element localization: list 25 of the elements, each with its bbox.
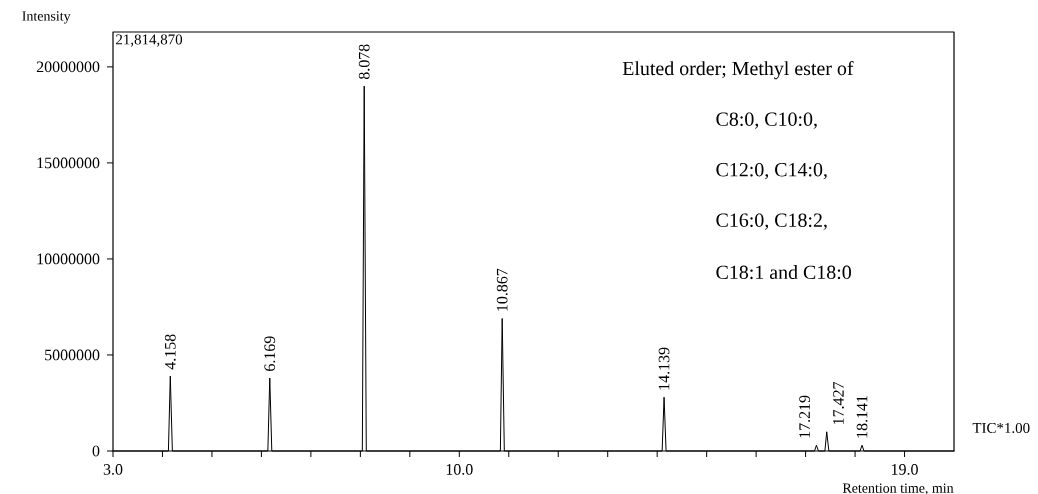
annotation: 10.867 [496, 268, 508, 311]
annotation: 18.141 [856, 395, 868, 438]
annotation: 17.427 [833, 382, 844, 424]
annotation: C8:0, C10:0, [716, 112, 817, 129]
annotation: 17.219 [799, 395, 811, 438]
annotation: C12:0, C14:0, [716, 162, 827, 180]
annotation: 6.169 [264, 336, 276, 371]
y-tick-label: 0 [92, 445, 100, 457]
annotation: 14.139 [658, 347, 670, 390]
annotation: C16:0, C18:2, [716, 213, 827, 230]
annotation: 8.078 [358, 44, 370, 80]
annotation: 21,814,870 [116, 34, 183, 47]
x-tick-label: 10.0 [446, 464, 473, 475]
annotation: 4.158 [164, 334, 176, 370]
x-tick-label: 19.0 [892, 464, 918, 475]
annotation: C18:1 and C18:0 [716, 265, 851, 280]
text: TIC*1.00 [972, 422, 1030, 434]
y-tick-label: 10000000 [37, 253, 100, 265]
y-tick-label: 5000000 [45, 349, 100, 361]
y-tick-label: 20000000 [36, 61, 100, 73]
annotation: Eluted order; Methyl ester of [622, 60, 854, 80]
x-tick-label: 3.0 [103, 464, 123, 475]
y-axis-title: Intensity [22, 11, 71, 24]
y-tick-label: 15000000 [37, 157, 100, 169]
x-axis-title: Retention time, min [842, 483, 954, 494]
